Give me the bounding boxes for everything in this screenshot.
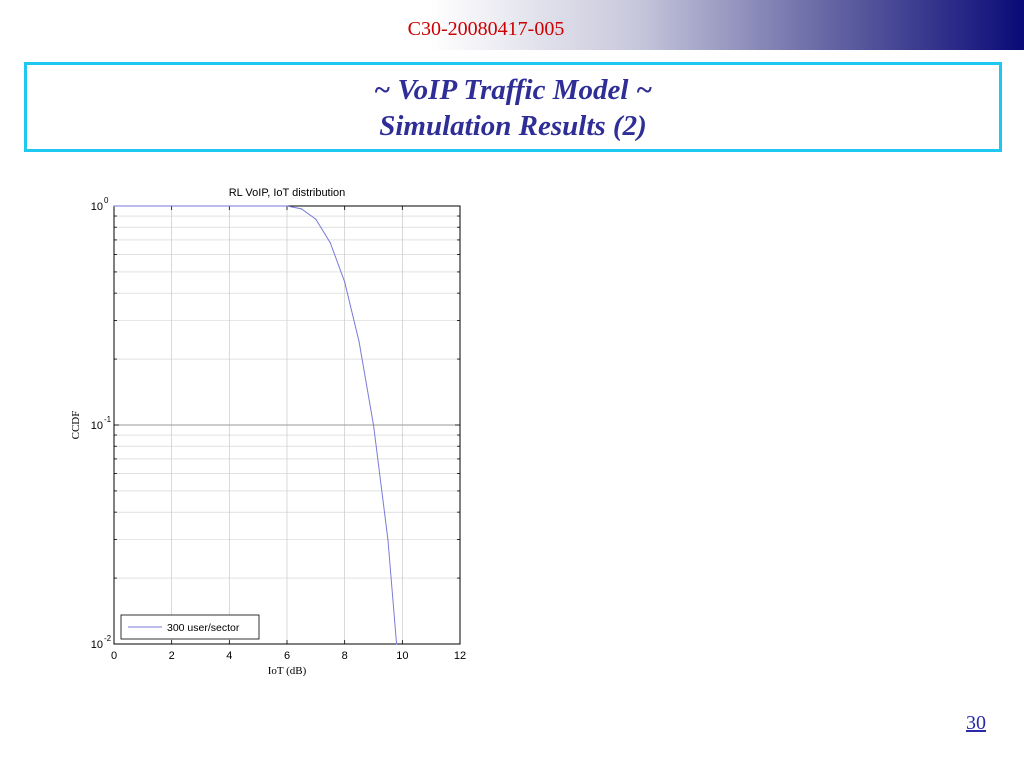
- y-tick-exponent: -2: [104, 634, 112, 643]
- y-tick-exponent: -1: [104, 415, 112, 424]
- series-group: [113, 205, 398, 645]
- page-number[interactable]: 30: [966, 712, 986, 734]
- legend-label: 300 user/sector: [167, 622, 240, 634]
- slide-title-box: ~ VoIP Traffic Model ~ Simulation Result…: [24, 62, 1002, 152]
- x-tick-label: 2: [169, 650, 175, 662]
- data-point: [315, 218, 317, 220]
- document-id: C30-20080417-005: [407, 18, 565, 40]
- chart-title: RL VoIP, IoT distribution: [229, 187, 346, 199]
- data-point: [113, 205, 115, 207]
- data-point: [372, 424, 375, 426]
- slide-subtitle: Simulation Results (2): [379, 110, 647, 142]
- y-tick-label: 10: [91, 420, 103, 432]
- series-line: [114, 205, 398, 645]
- x-tick-label: 0: [111, 650, 117, 662]
- x-tick-label: 6: [284, 650, 290, 662]
- x-tick-label: 4: [226, 650, 232, 662]
- y-axis-label: CCDF: [70, 411, 82, 440]
- y-tick-label: 10: [91, 639, 103, 651]
- x-tick-labels: 0 2 4 6 8 10 12: [111, 650, 466, 662]
- data-point: [344, 281, 346, 283]
- data-point: [300, 208, 303, 210]
- x-tick-label: 12: [454, 650, 466, 662]
- data-point: [358, 341, 360, 343]
- x-tick-label: 8: [342, 650, 348, 662]
- data-point: [395, 643, 398, 645]
- x-tick-label: 10: [396, 650, 408, 662]
- header-banner: [0, 0, 1024, 50]
- grid-lines: [113, 206, 461, 645]
- legend: 300 user/sector: [120, 614, 260, 640]
- data-point: [286, 205, 288, 207]
- slide-title: ~ VoIP Traffic Model ~: [373, 74, 653, 106]
- data-point: [329, 242, 331, 244]
- y-tick-exponent: 0: [104, 196, 109, 205]
- data-point: [387, 538, 389, 541]
- x-axis-label: IoT (dB): [268, 665, 307, 677]
- y-tick-label: 10: [91, 201, 103, 213]
